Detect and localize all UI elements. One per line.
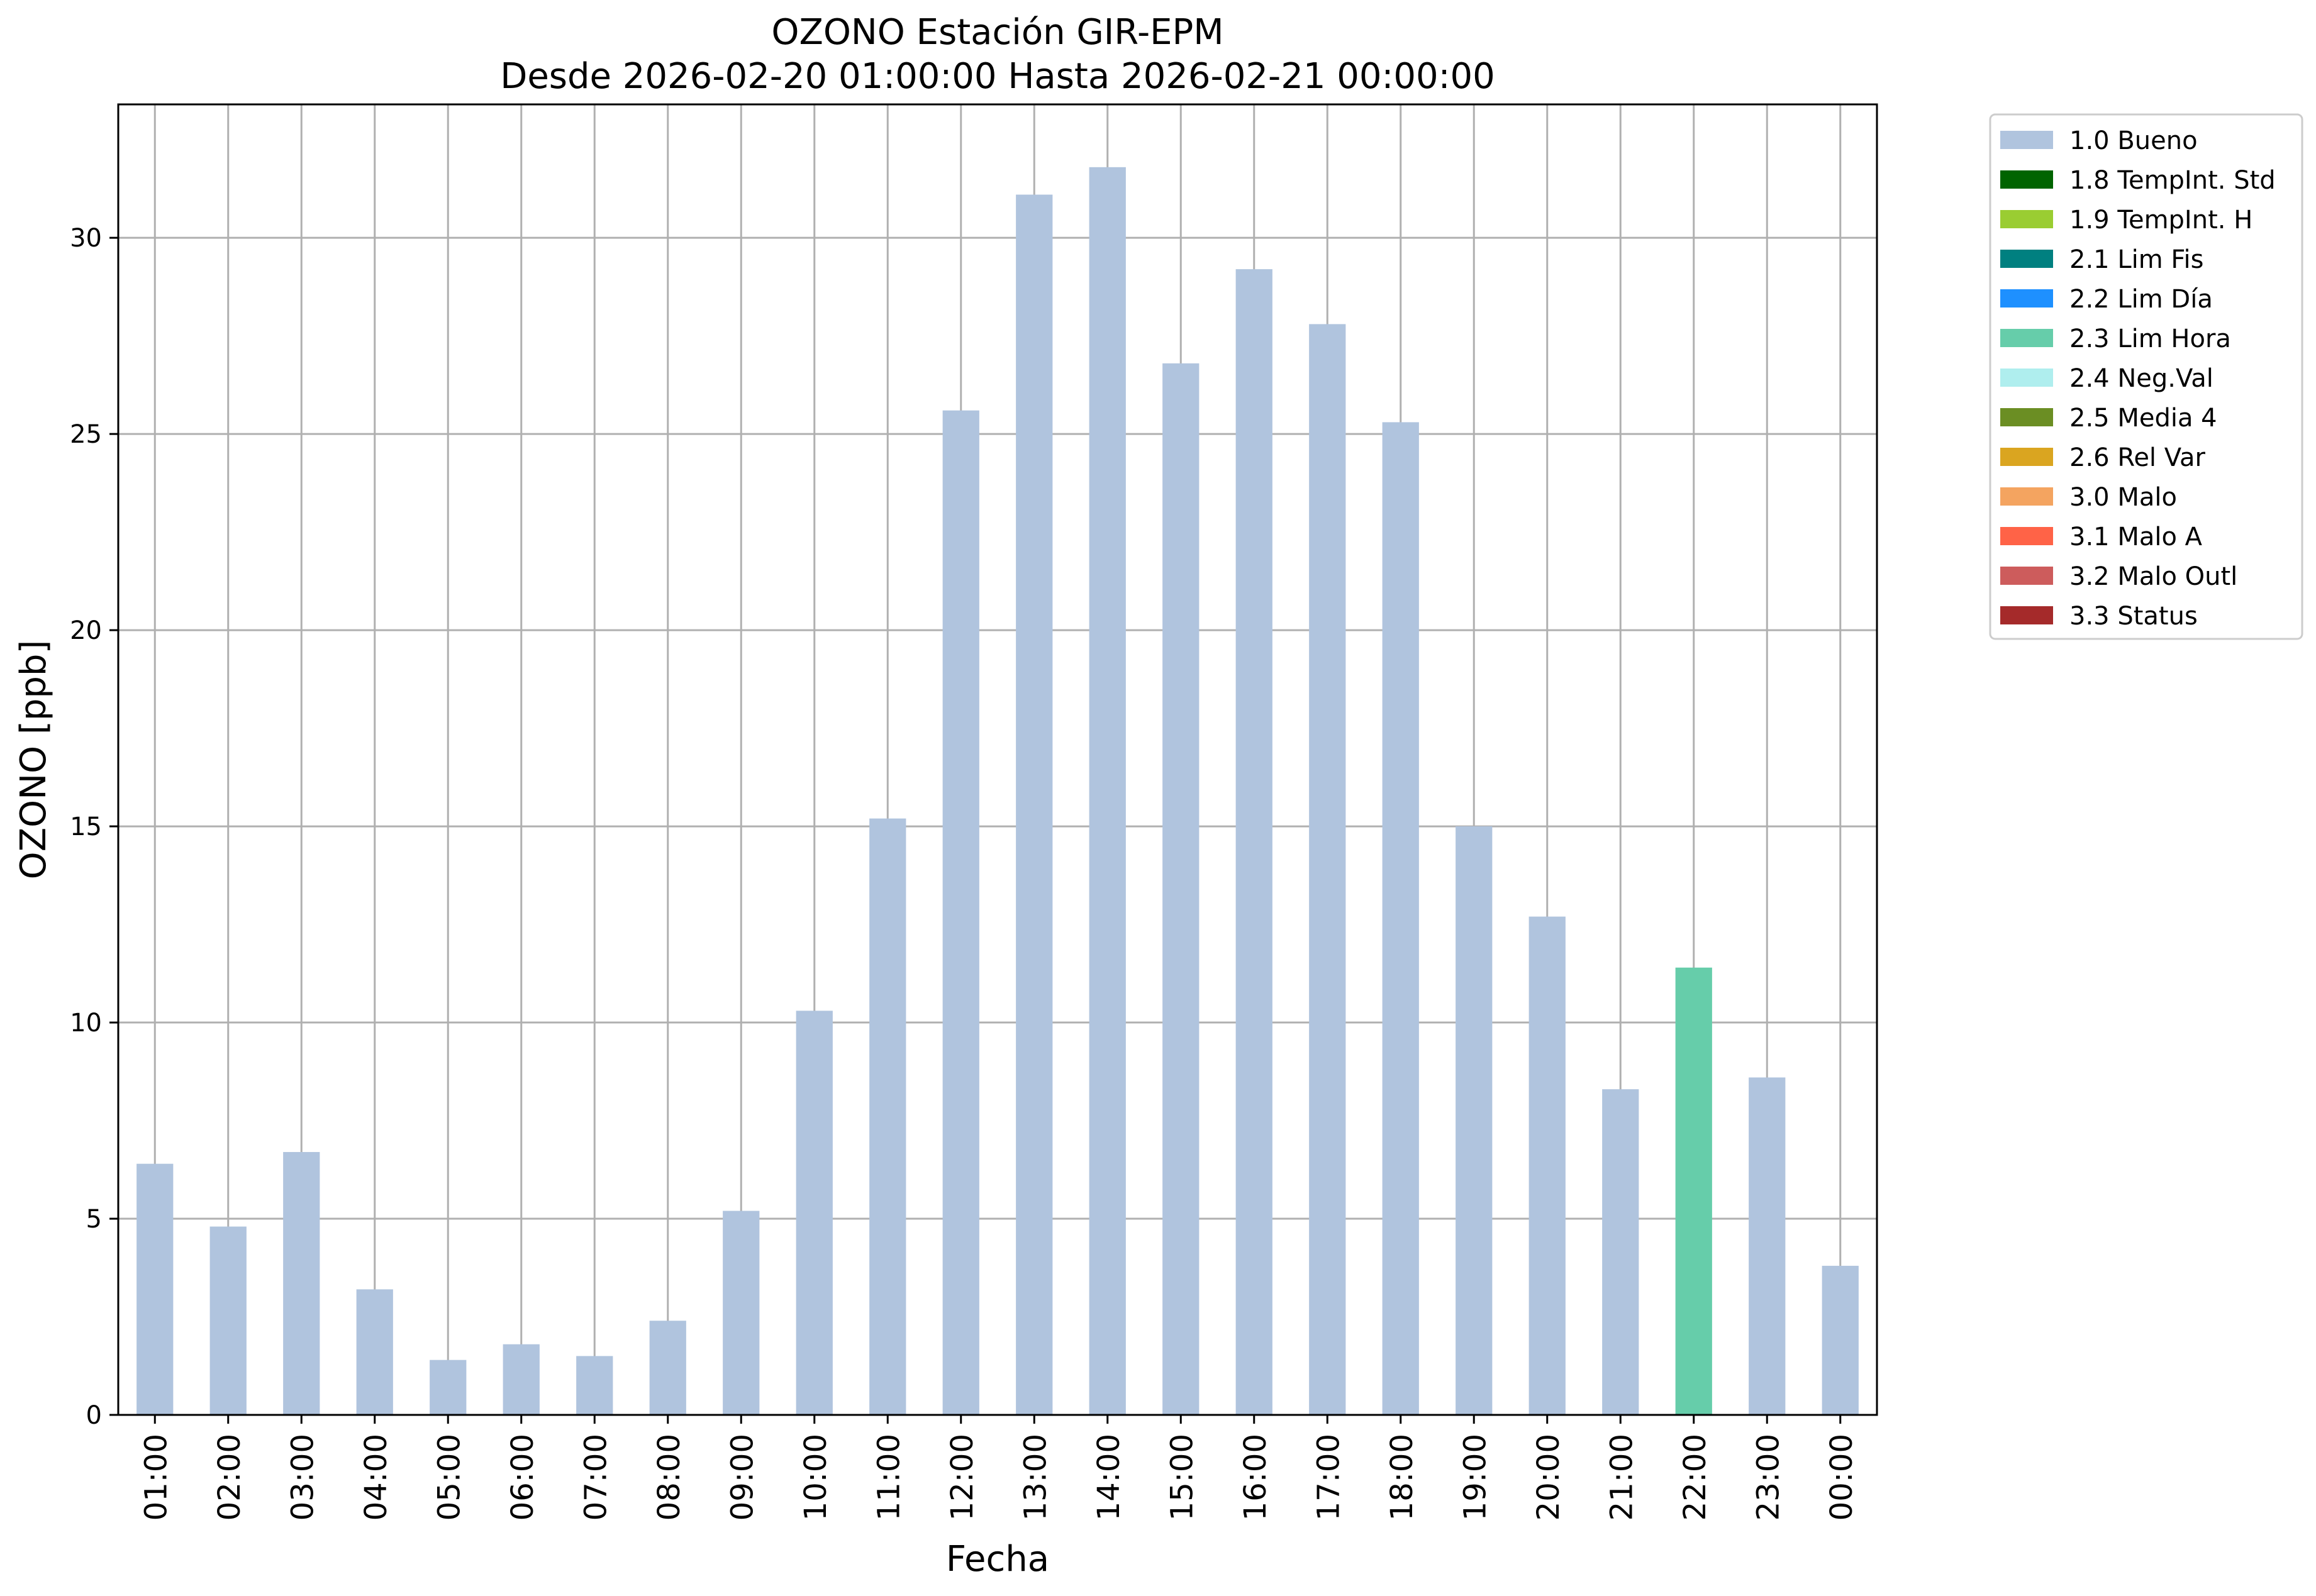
x-tick-label: 00:00 xyxy=(1824,1434,1859,1521)
legend-swatch xyxy=(2000,329,2053,347)
bar-22:00 xyxy=(1675,967,1712,1415)
x-tick-label: 21:00 xyxy=(1604,1434,1639,1521)
bar-16:00 xyxy=(1235,269,1272,1416)
bar-19:00 xyxy=(1456,826,1493,1415)
legend-swatch xyxy=(2000,487,2053,506)
bar-17:00 xyxy=(1309,324,1346,1416)
x-tick-label: 16:00 xyxy=(1238,1434,1273,1521)
x-tick-label: 18:00 xyxy=(1384,1434,1420,1521)
plot-frame xyxy=(117,103,1878,1416)
legend-label: 3.0 Malo xyxy=(2069,483,2177,512)
bar-12:00 xyxy=(942,410,979,1415)
bar-10:00 xyxy=(796,1011,833,1415)
x-tick-label: 04:00 xyxy=(359,1434,394,1521)
bar-03:00 xyxy=(283,1151,320,1415)
bar-06:00 xyxy=(503,1344,540,1415)
legend-label: 2.1 Lim Fis xyxy=(2069,245,2203,274)
y-tick-label: 25 xyxy=(70,420,102,449)
y-tick-label: 30 xyxy=(70,224,102,253)
legend-swatch xyxy=(2000,289,2053,308)
legend-swatch xyxy=(2000,131,2053,149)
x-tick-label: 22:00 xyxy=(1678,1434,1713,1521)
x-tick-label: 05:00 xyxy=(431,1434,467,1521)
bar-11:00 xyxy=(869,818,906,1415)
bars xyxy=(136,167,1859,1416)
legend-label: 3.3 Status xyxy=(2069,602,2198,631)
legend-label: 1.9 TempInt. H xyxy=(2069,206,2252,235)
legend-swatch xyxy=(2000,170,2053,189)
y-tick-label: 20 xyxy=(70,616,102,645)
x-tick-label: 10:00 xyxy=(798,1434,833,1521)
legend: 1.0 Bueno 1.8 TempInt. Std 1.9 TempInt. H 2… xyxy=(1989,113,2303,640)
x-tick-label: 13:00 xyxy=(1018,1434,1053,1521)
y-axis-label: OZONO [ppb] xyxy=(13,640,54,880)
chart-subtitle: Desde 2026-02-20 01:00:00 Hasta 2026-02-… xyxy=(500,56,1495,97)
y-tick-label: 5 xyxy=(86,1205,102,1234)
legend-label: 2.6 Rel Var xyxy=(2069,443,2206,472)
legend-swatch xyxy=(2000,250,2053,268)
legend-label: 2.2 Lim Día xyxy=(2069,285,2213,314)
y-tick-label: 15 xyxy=(70,812,102,841)
x-tick-label: 14:00 xyxy=(1091,1434,1127,1521)
y-tick-label: 10 xyxy=(70,1009,102,1038)
y-tick-label: 0 xyxy=(86,1401,102,1430)
x-axis-label: Fecha xyxy=(946,1539,1049,1580)
legend-swatch xyxy=(2000,408,2053,426)
bar-09:00 xyxy=(723,1211,760,1415)
legend-frame xyxy=(1989,113,2303,640)
bar-21:00 xyxy=(1602,1089,1639,1415)
x-tick-label: 06:00 xyxy=(505,1434,540,1521)
bar-15:00 xyxy=(1162,363,1200,1416)
chart-title: OZONO Estación GIR-EPM xyxy=(771,12,1223,53)
x-tick-label: 09:00 xyxy=(725,1434,760,1521)
x-tick-label: 19:00 xyxy=(1457,1434,1493,1521)
bar-05:00 xyxy=(430,1360,467,1415)
bar-20:00 xyxy=(1528,916,1566,1415)
bar-08:00 xyxy=(649,1321,686,1415)
x-tick-label: 03:00 xyxy=(285,1434,320,1521)
x-tick-label: 08:00 xyxy=(652,1434,687,1521)
legend-label: 2.5 Media 4 xyxy=(2069,404,2217,433)
legend-label: 3.1 Malo A xyxy=(2069,523,2203,551)
legend-label: 1.8 TempInt. Std xyxy=(2069,166,2276,195)
x-tick-label: 02:00 xyxy=(212,1434,247,1521)
legend-swatch xyxy=(2000,527,2053,545)
bar-13:00 xyxy=(1016,194,1053,1415)
legend-label: 3.2 Malo Outl xyxy=(2069,562,2237,591)
bar-14:00 xyxy=(1089,167,1126,1416)
x-tick-label: 07:00 xyxy=(578,1434,613,1521)
bar-07:00 xyxy=(576,1356,613,1415)
x-tick-label: 01:00 xyxy=(138,1434,174,1521)
legend-label: 2.3 Lim Hora xyxy=(2069,324,2231,353)
legend-label: 2.4 Neg.Val xyxy=(2069,364,2213,393)
x-tick-label: 15:00 xyxy=(1164,1434,1200,1521)
bar-01:00 xyxy=(136,1163,174,1415)
bar-00:00 xyxy=(1822,1265,1859,1415)
legend-swatch xyxy=(2000,369,2053,387)
legend-label: 1.0 Bueno xyxy=(2069,126,2198,155)
x-tick-label: 11:00 xyxy=(871,1434,906,1521)
axis-ticks: 0 5 10 15 20 25 30 01:00 02:00 03:00 04:00 05:00 06:… xyxy=(70,224,1859,1521)
bar-23:00 xyxy=(1749,1077,1786,1415)
bar-18:00 xyxy=(1382,422,1419,1416)
legend-swatch xyxy=(2000,210,2053,228)
legend-swatch xyxy=(2000,448,2053,466)
x-tick-label: 17:00 xyxy=(1311,1434,1346,1521)
x-tick-label: 23:00 xyxy=(1751,1434,1786,1521)
legend-swatch xyxy=(2000,606,2053,624)
legend-swatch xyxy=(2000,567,2053,585)
bar-02:00 xyxy=(209,1226,247,1415)
x-tick-label: 12:00 xyxy=(945,1434,980,1521)
bar-04:00 xyxy=(356,1289,393,1415)
x-tick-label: 20:00 xyxy=(1531,1434,1566,1521)
